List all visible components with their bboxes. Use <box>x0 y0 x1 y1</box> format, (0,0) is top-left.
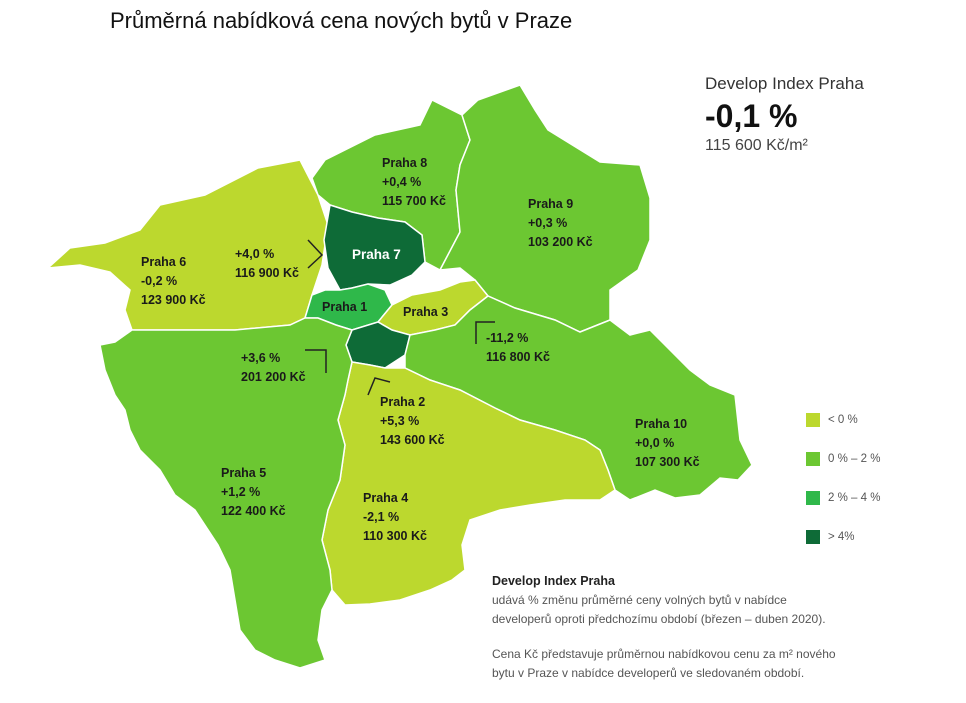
praha-1-name: Praha 1 <box>322 300 367 314</box>
note-line: Cena Kč představuje průměrnou nabídkovou… <box>492 647 836 661</box>
legend-label: > 4% <box>828 530 855 543</box>
praha-7-callout-line <box>307 239 324 269</box>
legend-swatch <box>806 412 820 427</box>
praha-8-price: 115 700 Kč <box>382 194 446 208</box>
legend-swatch <box>806 529 820 544</box>
praha-7-name: Praha 7 <box>352 247 401 262</box>
district-praha-7[interactable] <box>323 204 426 291</box>
praha-9-name: Praha 9 <box>528 197 573 211</box>
praha-8-change: +0,4 % <box>382 175 421 189</box>
praha-9-price: 103 200 Kč <box>528 235 593 249</box>
praha-6-price: 123 900 Kč <box>141 293 206 307</box>
praha-7-change: +4,0 % <box>235 247 274 261</box>
praha-3-callout-line <box>475 321 495 344</box>
praha-5-price: 122 400 Kč <box>221 504 286 518</box>
legend-label: < 0 % <box>828 413 858 426</box>
note-line: bytu v Praze v nabídce developerů ve sle… <box>492 666 805 680</box>
praha-1-price: 201 200 Kč <box>241 370 306 384</box>
praha-10-change: +0,0 % <box>635 436 674 450</box>
praha-1-change: +3,6 % <box>241 351 280 365</box>
praha-4-name: Praha 4 <box>363 491 408 505</box>
praha-5-change: +1,2 % <box>221 485 260 499</box>
praha-1-callout-line <box>305 349 327 373</box>
praha-2-name: Praha 2 <box>380 395 425 409</box>
praha-2-change: +5,3 % <box>380 414 419 428</box>
index-price: 115 600 Kč/m² <box>705 137 808 154</box>
note-line: developerů oproti předchozímu období (bř… <box>492 612 826 626</box>
praha-3-change: -11,2 % <box>486 331 528 345</box>
legend-item: 2 % – 4 % <box>806 478 880 517</box>
legend-item: > 4% <box>806 517 880 556</box>
index-change: -0,1 % <box>705 98 798 134</box>
note-line: udává % změnu průměrné ceny volných bytů… <box>492 593 787 607</box>
praha-6-change: -0,2 % <box>141 274 177 288</box>
legend-swatch <box>806 451 820 466</box>
praha-7-price: 116 900 Kč <box>235 266 299 280</box>
index-label: Develop Index Praha <box>705 74 864 93</box>
praha-4-price: 110 300 Kč <box>363 529 427 543</box>
district-praha-5[interactable] <box>99 317 353 669</box>
page-title: Průměrná nabídková cena nových bytů v Pr… <box>110 8 573 33</box>
praha-4-change: -2,1 % <box>363 510 399 524</box>
praha-8-name: Praha 8 <box>382 156 427 170</box>
explanation-note: Develop Index Praha udává % změnu průměr… <box>492 572 912 683</box>
praha-5-name: Praha 5 <box>221 466 266 480</box>
praha-3-name: Praha 3 <box>403 305 448 319</box>
legend-label: 2 % – 4 % <box>828 491 881 504</box>
praha-6-name: Praha 6 <box>141 255 186 269</box>
praha-2-price: 143 600 Kč <box>380 433 445 447</box>
praha-2-callout-line <box>367 377 391 396</box>
index-summary: Develop Index Praha -0,1 % 115 600 Kč/m² <box>705 74 864 155</box>
praha-10-price: 107 300 Kč <box>635 455 700 469</box>
legend-item: < 0 % <box>806 400 880 439</box>
praha-9-change: +0,3 % <box>528 216 567 230</box>
praha-3-price: 116 800 Kč <box>486 350 550 364</box>
praha-10-name: Praha 10 <box>635 417 687 431</box>
legend-label: 0 % – 2 % <box>828 452 881 465</box>
legend-item: 0 % – 2 % <box>806 439 880 478</box>
legend-swatch <box>806 490 820 505</box>
note-heading: Develop Index Praha <box>492 574 615 588</box>
legend: < 0 % 0 % – 2 % 2 % – 4 % > 4% <box>806 400 880 556</box>
